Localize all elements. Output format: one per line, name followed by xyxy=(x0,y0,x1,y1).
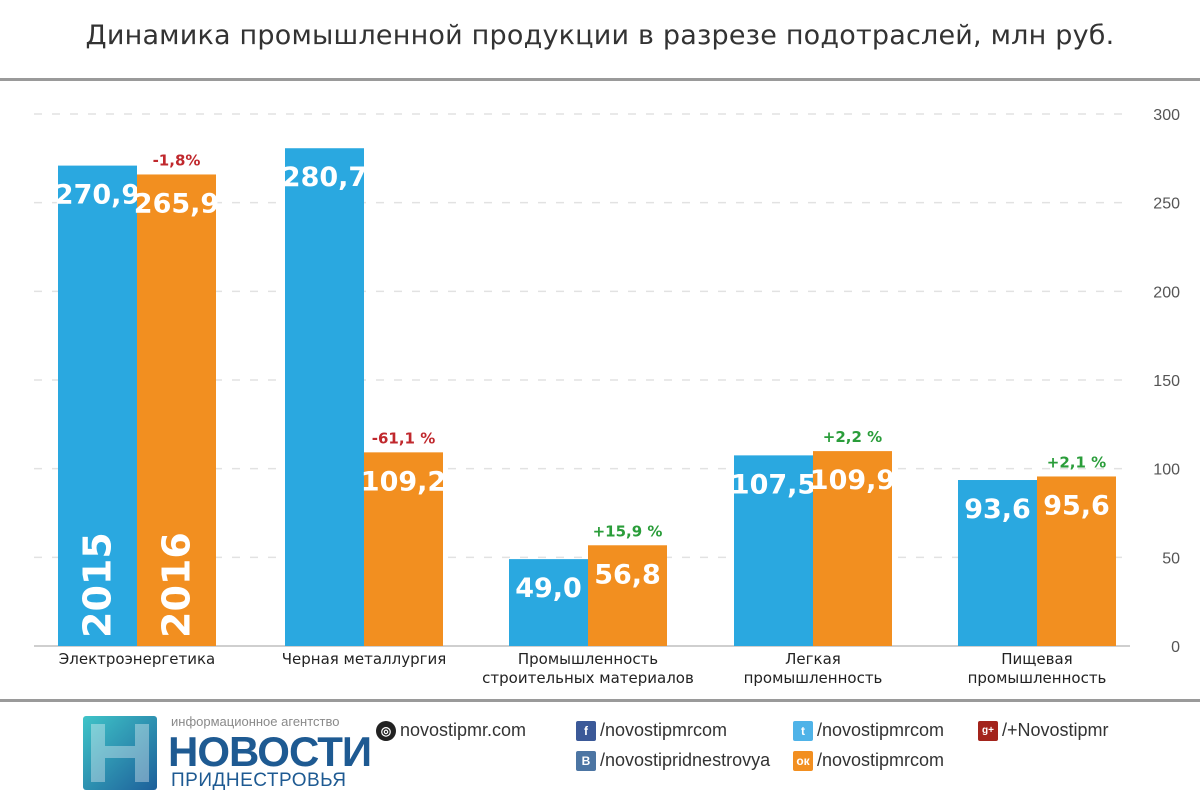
legend-year-2016: 2016 xyxy=(155,532,199,638)
footer: информационное агентство НОВОСТИ ПРИДНЕС… xyxy=(0,708,1200,801)
facebook-link[interactable]: f /novostipmrcom xyxy=(576,720,727,741)
globe-icon: ◎ xyxy=(376,720,396,741)
y-tick-label: 100 xyxy=(1153,462,1180,479)
bar-2015 xyxy=(58,165,137,646)
brand-subtitle: ПРИДНЕСТРОВЬЯ xyxy=(171,770,347,791)
bar-2016 xyxy=(137,174,216,646)
twitter-link[interactable]: t /novostipmrcom xyxy=(793,720,944,741)
y-tick-label: 200 xyxy=(1153,284,1180,301)
bar-value-label: 265,9 xyxy=(134,188,219,219)
bar-2016 xyxy=(1037,476,1116,646)
vk-link-label: /novostipridnestrovya xyxy=(600,750,771,770)
bar-2015 xyxy=(285,148,364,646)
twitter-link-label: /novostipmrcom xyxy=(817,720,945,740)
twitter-icon: t xyxy=(793,720,813,741)
y-tick-label: 0 xyxy=(1171,639,1180,656)
googleplus-link[interactable]: g+ /+Novostipmr xyxy=(978,720,1109,741)
site-link-label: novostipmr.com xyxy=(400,720,527,740)
site-link[interactable]: ◎ novostipmr.com xyxy=(376,720,526,741)
y-tick-label: 150 xyxy=(1153,373,1180,390)
facebook-link-label: /novostipmrcom xyxy=(600,720,728,740)
bar-value-label: 109,2 xyxy=(361,466,446,497)
change-label: +2,1 % xyxy=(1047,453,1106,471)
x-tick-label: Легкая xyxy=(785,650,841,668)
brand-name: НОВОСТИ xyxy=(168,728,372,775)
x-tick-label: Пищевая xyxy=(1001,650,1072,668)
change-label: -61,1 % xyxy=(372,429,436,447)
bar-value-label: 56,8 xyxy=(594,559,661,590)
brand-tagline: информационное агентство xyxy=(171,714,340,729)
googleplus-icon: g+ xyxy=(978,720,998,741)
x-tick-label: промышленность xyxy=(968,669,1107,687)
vk-icon: B xyxy=(576,750,596,771)
ok-link[interactable]: ок /novostipmrcom xyxy=(793,750,944,771)
top-divider xyxy=(0,78,1200,81)
bar-value-label: 93,6 xyxy=(964,494,1031,525)
x-tick-label: Промышленность xyxy=(518,650,658,668)
y-tick-label: 250 xyxy=(1153,196,1180,213)
change-label: -1,8% xyxy=(153,151,201,169)
change-label: +2,2 % xyxy=(823,428,882,446)
ok-icon: ок xyxy=(793,750,813,771)
facebook-icon: f xyxy=(576,720,596,741)
bar-2016 xyxy=(813,451,892,646)
bar-value-label: 49,0 xyxy=(515,573,582,604)
bar-value-label: 109,9 xyxy=(810,465,895,496)
brand-logo-icon xyxy=(83,716,157,790)
y-tick-label: 50 xyxy=(1162,550,1180,567)
chart-title: Динамика промышленной продукции в разрез… xyxy=(85,20,1115,51)
bar-2016 xyxy=(364,452,443,646)
bar-value-label: 270,9 xyxy=(55,180,140,211)
x-tick-label: промышленность xyxy=(744,669,883,687)
x-tick-label: Электроэнергетика xyxy=(59,650,215,668)
googleplus-link-label: /+Novostipmr xyxy=(1002,720,1109,740)
y-tick-label: 300 xyxy=(1153,107,1180,124)
vk-link[interactable]: B /novostipridnestrovya xyxy=(576,750,770,771)
change-label: +15,9 % xyxy=(593,522,663,540)
bottom-divider xyxy=(0,699,1200,702)
bar-value-label: 280,7 xyxy=(282,162,367,193)
bar-value-label: 107,5 xyxy=(731,469,816,500)
x-tick-label: строительных материалов xyxy=(482,669,694,687)
x-tick-label: Черная металлургия xyxy=(282,650,447,668)
bar-value-label: 95,6 xyxy=(1043,490,1110,521)
bar-2015 xyxy=(958,480,1037,646)
bar-2015 xyxy=(509,559,588,646)
bar-2015 xyxy=(734,455,813,646)
legend-year-2015: 2015 xyxy=(76,532,120,638)
ok-link-label: /novostipmrcom xyxy=(817,750,945,770)
bar-2016 xyxy=(588,545,667,646)
